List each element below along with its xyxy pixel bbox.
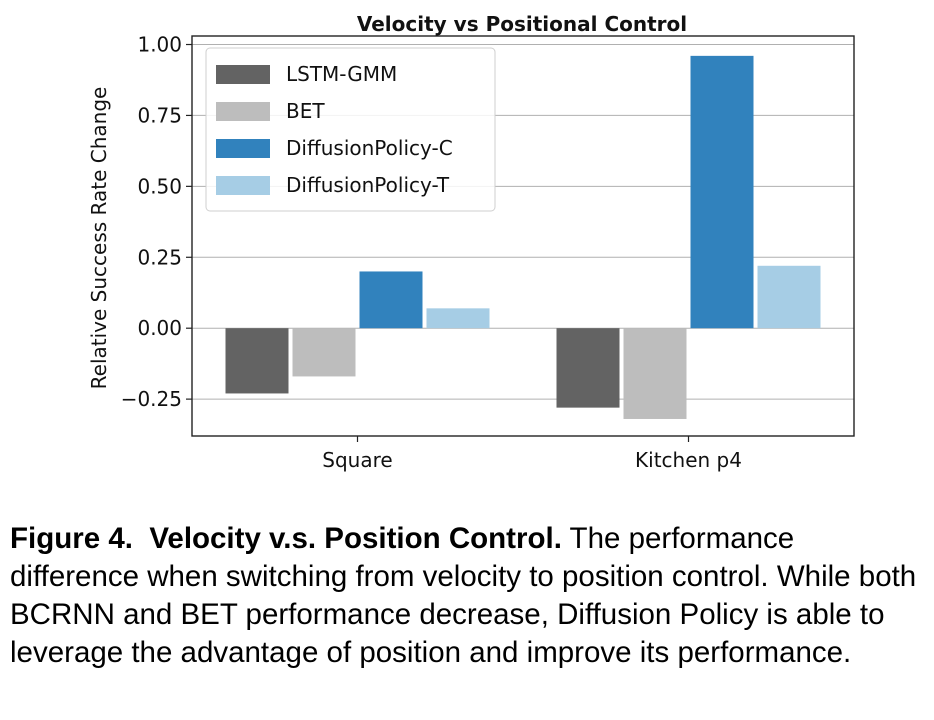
legend-swatch xyxy=(216,65,270,84)
legend-swatch xyxy=(216,176,270,195)
y-tick-label: 0.50 xyxy=(137,174,182,198)
figure-caption: Figure 4. Velocity v.s. Position Control… xyxy=(10,520,930,672)
plot-frame xyxy=(191,35,855,437)
y-tick-label: 0.00 xyxy=(137,316,182,340)
legend-box xyxy=(205,47,496,212)
legend-label: BET xyxy=(286,99,325,123)
caption-text: The performance difference when switchin… xyxy=(10,522,917,669)
bar-bet-square xyxy=(292,328,356,377)
bar-diffusionpolicy-t-square xyxy=(426,308,490,329)
legend: LSTM-GMM BET DiffusionPolicy-C DiffusionPol… xyxy=(205,47,496,212)
legend-label: DiffusionPolicy-C xyxy=(286,136,453,160)
x-axis-ticks: Square Kitchen p4 xyxy=(322,436,742,472)
x-tick-label: Square xyxy=(322,448,392,472)
bars xyxy=(225,55,821,419)
y-axis-label: Relative Success Rate Change xyxy=(87,87,111,390)
y-tick-label: 0.75 xyxy=(137,103,182,127)
y-axis-ticks: 1.00 0.75 0.50 0.25 0.00 −0.25 xyxy=(121,33,192,411)
bar-chart: Velocity vs Positional Control 1.00 0.75 0… xyxy=(87,12,855,472)
bar-diffusionpolicy-c-kitchen-p4 xyxy=(690,55,754,329)
chart-title: Velocity vs Positional Control xyxy=(357,12,687,36)
legend-swatch xyxy=(216,102,270,121)
y-tick-label: −0.25 xyxy=(121,387,182,411)
y-tick-label: 1.00 xyxy=(137,33,182,57)
bar-bet-kitchen-p4 xyxy=(623,328,687,419)
caption-heading: Velocity v.s. Position Control. xyxy=(149,522,562,555)
caption-label: Figure 4. xyxy=(10,522,133,555)
bar-lstm-gmm-kitchen-p4 xyxy=(556,328,620,408)
bar-diffusionpolicy-c-square xyxy=(359,271,423,329)
legend-swatch xyxy=(216,139,270,158)
legend-label: LSTM-GMM xyxy=(286,62,397,86)
legend-label: DiffusionPolicy-T xyxy=(286,173,450,197)
bar-lstm-gmm-square xyxy=(225,328,289,394)
y-tick-label: 0.25 xyxy=(137,245,182,269)
x-tick-label: Kitchen p4 xyxy=(635,448,742,472)
bar-diffusionpolicy-t-kitchen-p4 xyxy=(757,265,821,329)
